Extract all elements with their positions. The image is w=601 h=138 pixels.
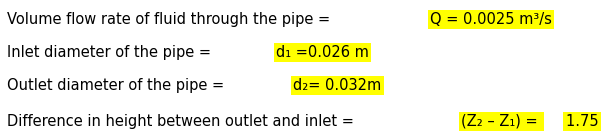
Text: Inlet diameter of the pipe =: Inlet diameter of the pipe =: [7, 45, 216, 60]
Text: d₂= 0.032m: d₂= 0.032m: [293, 78, 382, 93]
Text: Outlet diameter of the pipe =: Outlet diameter of the pipe =: [7, 78, 229, 93]
Text: Volume flow rate of fluid through the pipe =: Volume flow rate of fluid through the pi…: [7, 12, 335, 27]
Text: (Z₂ – Z₁) =: (Z₂ – Z₁) =: [461, 114, 542, 129]
Text: 1.75  m: 1.75 m: [566, 114, 601, 129]
Text: Q = 0.0025 m³/s: Q = 0.0025 m³/s: [430, 12, 552, 27]
Text: Difference in height between outlet and inlet =: Difference in height between outlet and …: [7, 114, 359, 129]
Text: d₁ =0.026 m: d₁ =0.026 m: [276, 45, 369, 60]
